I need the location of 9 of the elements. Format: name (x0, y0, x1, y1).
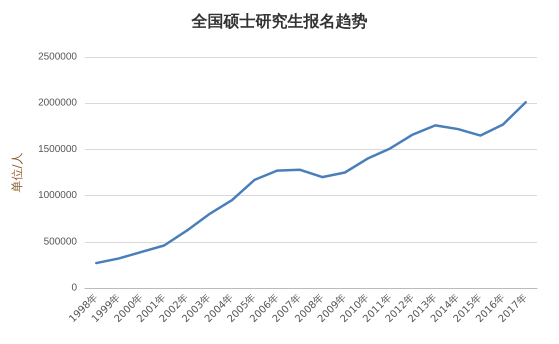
y-tick-label: 1500000 (38, 144, 78, 155)
y-tick-label: 0 (71, 282, 78, 294)
y-tick-label: 500000 (44, 236, 78, 248)
y-tick-label: 1000000 (38, 190, 78, 202)
chart-title: 全国硕士研究生报名趋势 (190, 12, 368, 30)
y-tick-label: 2000000 (38, 98, 78, 109)
y-tick-label: 2500000 (38, 52, 78, 62)
line-series (95, 101, 527, 264)
y-axis-title: 单位/人 (10, 152, 24, 193)
